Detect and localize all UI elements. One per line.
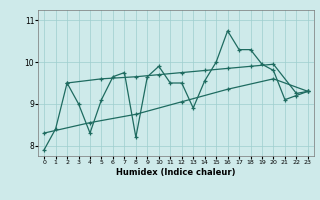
X-axis label: Humidex (Indice chaleur): Humidex (Indice chaleur) [116, 168, 236, 177]
